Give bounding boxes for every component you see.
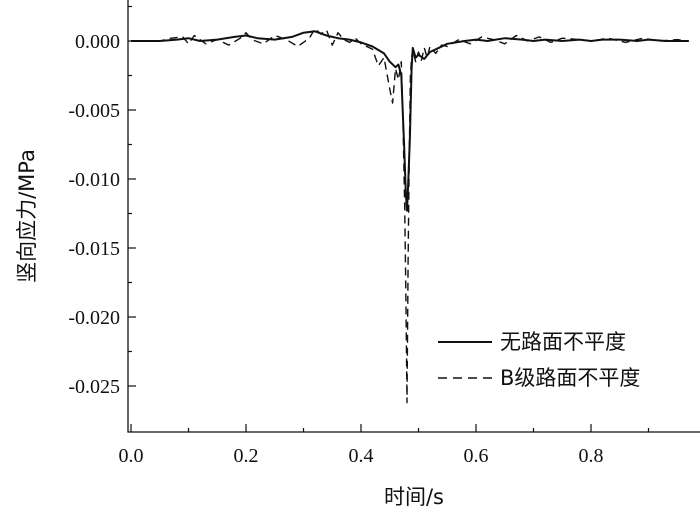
y-tick-label: -0.005 xyxy=(68,100,120,122)
series-layer xyxy=(131,27,689,404)
y-axis: 0.000 -0.005 -0.010 -0.015 -0.020 -0.025 xyxy=(68,5,136,398)
legend-label-series-1: 无路面不平度 xyxy=(500,330,626,354)
x-axis: 0.0 0.2 0.4 0.6 0.8 xyxy=(119,424,650,467)
plot-area: 0.0 0.2 0.4 0.6 0.8 0.000 -0.005 -0.010 -0.015 -… xyxy=(68,0,700,467)
y-tick-label: -0.010 xyxy=(68,169,120,191)
y-tick-label: -0.020 xyxy=(68,307,120,329)
y-axis-label: 竖向应力/MPa xyxy=(15,149,39,283)
x-tick-label: 0.2 xyxy=(234,445,259,467)
series-line-1 xyxy=(131,30,689,212)
legend: 无路面不平度 B级路面不平度 xyxy=(438,330,640,390)
x-tick-label: 0.0 xyxy=(119,445,144,467)
y-tick-label: -0.025 xyxy=(68,376,120,398)
legend-label-series-2: B级路面不平度 xyxy=(500,366,640,390)
series-line-2 xyxy=(131,27,689,404)
y-tick-label: -0.015 xyxy=(68,238,120,260)
x-tick-label: 0.6 xyxy=(464,445,489,467)
x-axis-label: 时间/s xyxy=(384,485,444,509)
y-tick-label: 0.000 xyxy=(75,31,120,53)
x-tick-label: 0.8 xyxy=(579,445,604,467)
plot-background xyxy=(128,0,700,432)
x-tick-label: 0.4 xyxy=(349,445,374,467)
